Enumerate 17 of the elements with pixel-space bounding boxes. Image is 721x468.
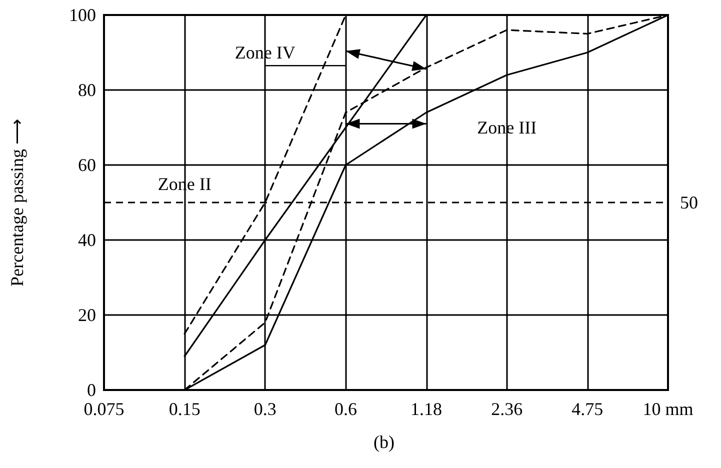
y-tick-label: 0	[87, 380, 96, 400]
y-tick-label: 60	[78, 155, 96, 175]
x-tick-label: 0.075	[84, 399, 124, 419]
y-tick-label: 40	[78, 230, 96, 250]
x-tick-label: 4.75	[572, 399, 604, 419]
y-tick-label: 80	[78, 80, 96, 100]
x-tick-label: 1.18	[410, 399, 442, 419]
y-tick-label: 20	[78, 305, 96, 325]
ref-line-label: 50	[680, 192, 698, 212]
x-tick-label: 2.36	[491, 399, 523, 419]
text: (b)	[374, 432, 394, 452]
y-tick-label: 100	[69, 5, 96, 25]
y-axis-title: Percentage passing ⟶	[7, 118, 27, 286]
x-tick-label: 10 mm	[642, 399, 694, 419]
x-tick-label: 0.6	[334, 399, 357, 419]
x-tick-label: 0.3	[254, 399, 276, 419]
x-tick-label: 0.15	[168, 399, 200, 419]
